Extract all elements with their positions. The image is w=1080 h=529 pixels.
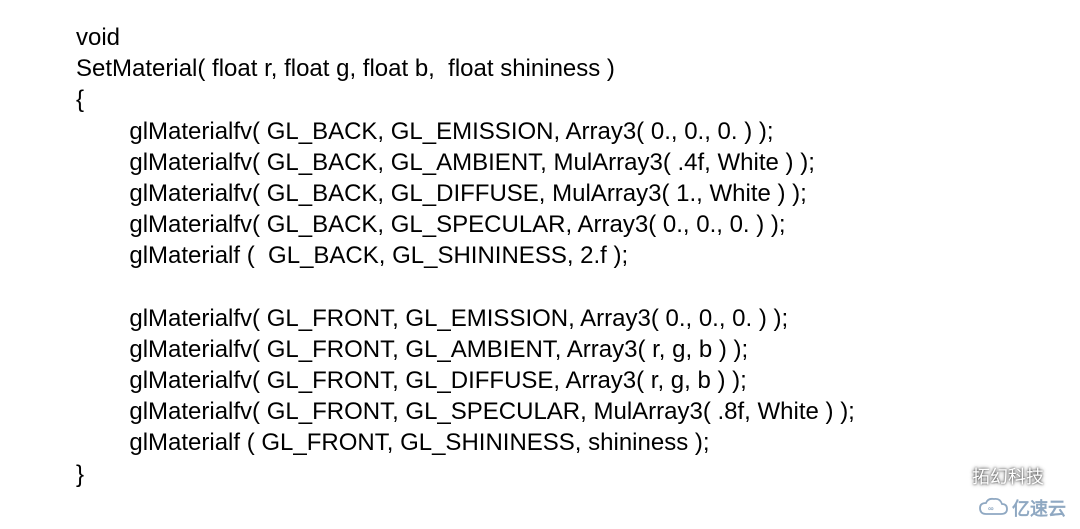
code-line: glMaterialfv( GL_FRONT, GL_DIFFUSE, Arra… [76,367,747,394]
cloud-icon: ∞ [978,497,1008,519]
wechat-icon [944,465,966,487]
svg-text:∞: ∞ [988,504,994,513]
code-line: { [76,86,84,113]
code-line: void [76,24,120,51]
code-line: glMaterialf ( GL_FRONT, GL_SHININESS, sh… [76,429,710,456]
code-line: glMaterialfv( GL_FRONT, GL_SPECULAR, Mul… [76,398,855,425]
watermark-top: 拓幻科技 [944,463,1044,489]
watermark-bottom-text: 亿速云 [1012,495,1066,521]
code-line: } [76,461,84,488]
code-line: glMaterialfv( GL_BACK, GL_DIFFUSE, MulAr… [76,180,807,207]
code-block: void SetMaterial( float r, float g, floa… [76,22,855,490]
code-line: glMaterialfv( GL_BACK, GL_AMBIENT, MulAr… [76,149,815,176]
code-line: glMaterialfv( GL_FRONT, GL_EMISSION, Arr… [76,305,788,332]
code-line: glMaterialfv( GL_FRONT, GL_AMBIENT, Arra… [76,336,748,363]
watermark-top-text: 拓幻科技 [972,463,1044,489]
code-line: glMaterialfv( GL_BACK, GL_SPECULAR, Arra… [76,211,786,238]
code-line: glMaterialfv( GL_BACK, GL_EMISSION, Arra… [76,118,774,145]
watermark-bottom: ∞ 亿速云 [978,495,1066,521]
code-line: SetMaterial( float r, float g, float b, … [76,55,615,82]
code-line: glMaterialf ( GL_BACK, GL_SHININESS, 2.f… [76,242,628,269]
